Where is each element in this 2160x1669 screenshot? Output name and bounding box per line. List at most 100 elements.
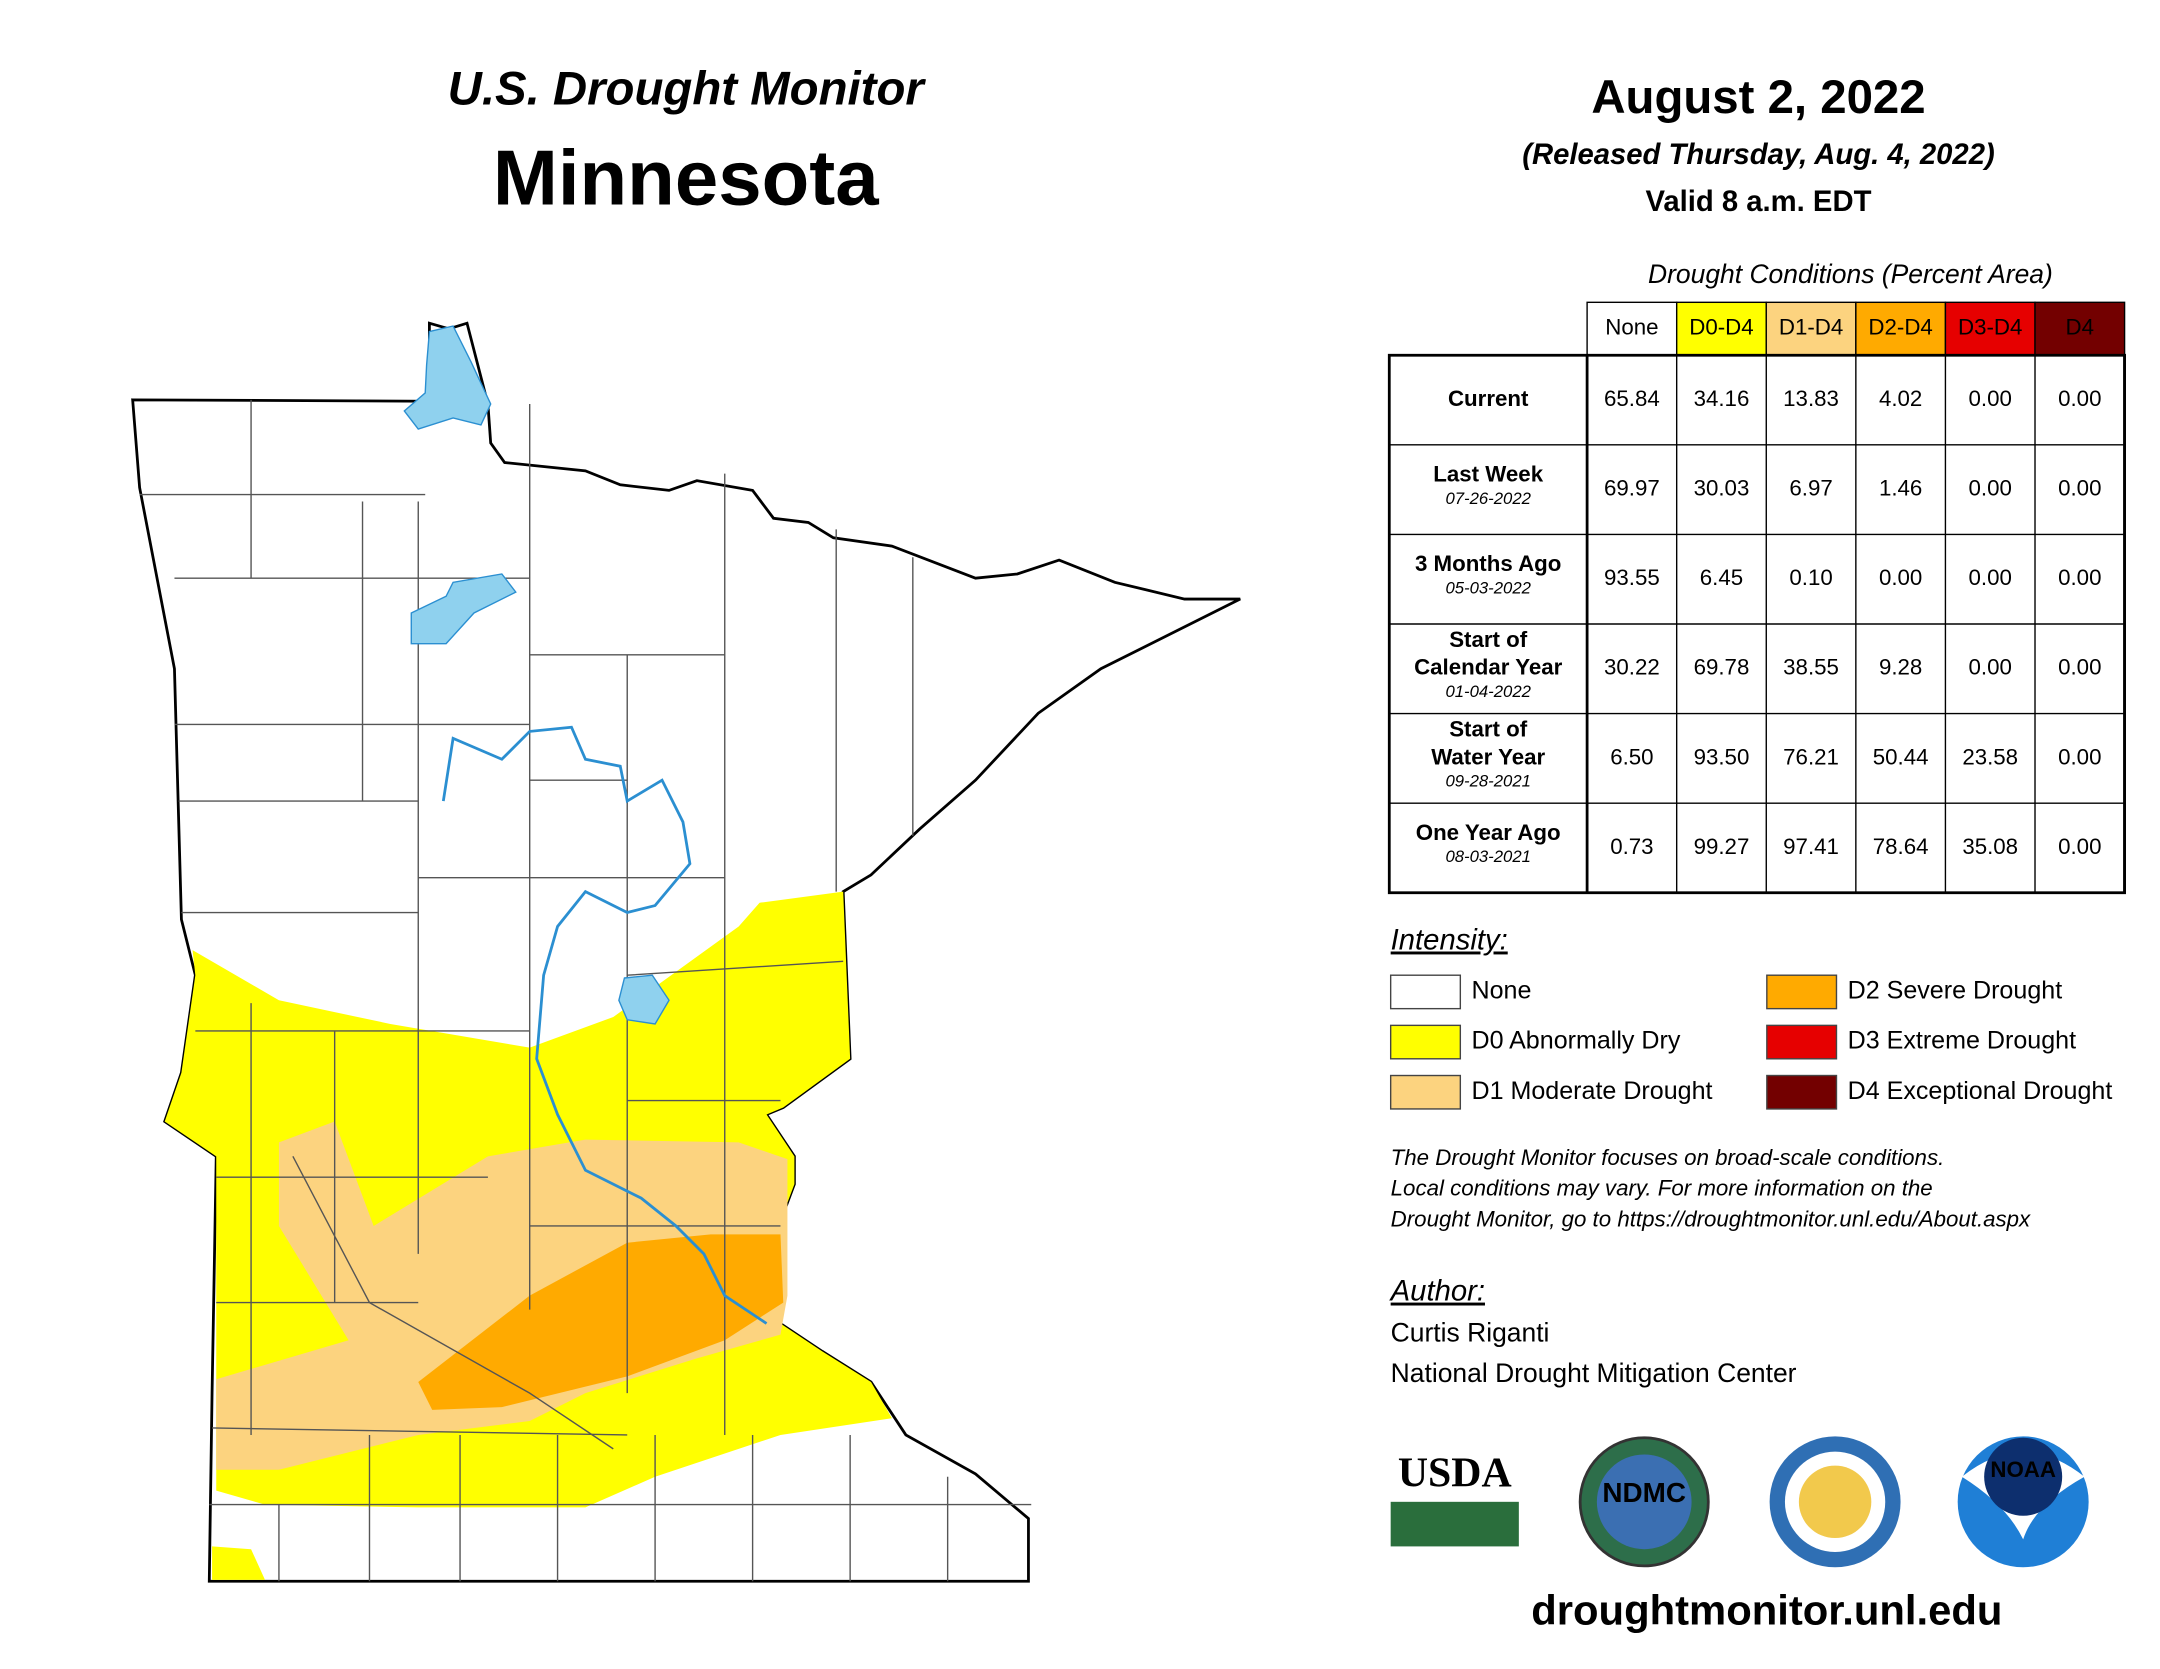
legend-label: D4 Exceptional Drought: [1848, 1077, 2113, 1105]
program-title: U.S. Drought Monitor: [448, 62, 927, 115]
logo-text: NDMC: [1602, 1477, 1686, 1508]
cell-value: 13.83: [1783, 386, 1839, 411]
row-date: 09-28-2021: [1445, 771, 1530, 790]
legend-label: D2 Severe Drought: [1848, 977, 2063, 1005]
row-date: 08-03-2021: [1445, 847, 1530, 866]
column-header: D2-D4: [1868, 315, 1932, 340]
row-label: One Year Ago: [1416, 820, 1561, 845]
cell-value: 0.00: [2058, 834, 2101, 859]
county-lines: [139, 399, 1032, 1582]
cell-value: 99.27: [1694, 834, 1750, 859]
cell-value: 0.00: [2058, 744, 2101, 769]
release-date: (Released Thursday, Aug. 4, 2022): [1522, 139, 1995, 171]
d0-area: [212, 1546, 266, 1580]
cell-value: 4.02: [1879, 386, 1922, 411]
row-label: 3 Months Ago: [1415, 551, 1561, 576]
river: [441, 725, 768, 1325]
note-line: The Drought Monitor focuses on broad-sca…: [1391, 1145, 1945, 1170]
cell-value: 0.00: [2058, 565, 2101, 590]
column-header-cell: [1586, 301, 1678, 356]
cell-value: 97.41: [1783, 834, 1839, 859]
column-header-cell: [1765, 301, 1857, 356]
site-url: droughtmonitor.unl.edu: [1531, 1586, 2002, 1633]
cell-value: 6.97: [1789, 476, 1832, 501]
cell-value: 0.10: [1789, 565, 1832, 590]
lakes: [403, 325, 670, 1025]
noaa-logo-top: [1984, 1437, 2063, 1516]
cell-value: 9.28: [1879, 655, 1922, 680]
commerce-logo-core: [1798, 1465, 1872, 1539]
ndmc-logo-inner: [1596, 1454, 1692, 1550]
cell-value: 93.55: [1604, 565, 1660, 590]
valid-time: Valid 8 a.m. EDT: [1645, 186, 1871, 218]
legend-label: D0 Abnormally Dry: [1471, 1027, 1680, 1055]
author-line: National Drought Mitigation Center: [1391, 1358, 1797, 1388]
cell-value: 23.58: [1962, 744, 2018, 769]
cell-value: 76.21: [1783, 744, 1839, 769]
logo-text: NOAA: [1990, 1457, 2056, 1482]
note-line: Local conditions may vary. For more info…: [1391, 1176, 1933, 1201]
d2-area: [418, 1234, 784, 1410]
logo-text: USDA: [1398, 1450, 1512, 1496]
legend-title: Intensity:: [1391, 925, 1508, 957]
cell-value: 0.00: [1969, 386, 2012, 411]
legend-label: D1 Moderate Drought: [1471, 1077, 1712, 1105]
cell-value: 6.45: [1700, 565, 1743, 590]
legend-swatch: [1766, 1074, 1838, 1110]
usda-logo-band: [1390, 1501, 1519, 1547]
map-date: August 2, 2022: [1591, 71, 1925, 124]
column-header: D3-D4: [1958, 315, 2022, 340]
note-line: Drought Monitor, go to https://droughtmo…: [1391, 1206, 2031, 1231]
row-label: Current: [1448, 386, 1529, 411]
column-header: None: [1605, 315, 1658, 340]
row-label: Water Year: [1431, 744, 1545, 769]
legend-label: None: [1471, 977, 1531, 1005]
row-label: Last Week: [1433, 462, 1543, 487]
legend-swatch: [1389, 1024, 1462, 1060]
cell-value: 0.00: [2058, 476, 2101, 501]
cell-value: 0.00: [1969, 655, 2012, 680]
column-header: D0-D4: [1689, 315, 1753, 340]
column-header-cell: [2034, 301, 2126, 356]
cell-value: 6.50: [1610, 744, 1653, 769]
legend-swatch: [1766, 974, 1838, 1010]
legend-label: D3 Extreme Drought: [1848, 1027, 2076, 1055]
cell-value: 93.50: [1694, 744, 1750, 769]
d1-area: [216, 1121, 788, 1470]
author-title: Author:: [1389, 1276, 1485, 1308]
cell-value: 69.97: [1604, 476, 1660, 501]
cell-value: 0.00: [2058, 655, 2101, 680]
cell-value: 30.03: [1694, 476, 1750, 501]
legend-swatch: [1389, 974, 1462, 1010]
legend-swatch: [1389, 1074, 1462, 1110]
cell-value: 0.00: [1969, 476, 2012, 501]
cell-value: 50.44: [1873, 744, 1929, 769]
row-label: Start of: [1449, 716, 1528, 741]
cell-value: 0.00: [1969, 565, 2012, 590]
cell-value: 30.22: [1604, 655, 1660, 680]
map: [131, 321, 1241, 1583]
column-header: D1-D4: [1779, 315, 1843, 340]
column-header: D4: [2066, 315, 2094, 340]
cell-value: 69.78: [1694, 655, 1750, 680]
row-date: 01-04-2022: [1445, 682, 1531, 701]
state-title: Minnesota: [493, 134, 879, 222]
row-date: 07-26-2022: [1445, 489, 1531, 508]
cell-value: 34.16: [1694, 386, 1750, 411]
cell-value: 1.46: [1879, 476, 1922, 501]
row-label: Start of: [1449, 627, 1528, 652]
cell-value: 0.73: [1610, 834, 1653, 859]
cell-value: 35.08: [1962, 834, 2018, 859]
cell-value: 0.00: [2058, 386, 2101, 411]
column-header-cell: [1944, 301, 2036, 356]
cell-value: 65.84: [1604, 386, 1660, 411]
row-label: Calendar Year: [1414, 655, 1563, 680]
cell-value: 38.55: [1783, 655, 1839, 680]
legend-swatch: [1766, 1024, 1838, 1060]
cell-value: 78.64: [1873, 834, 1929, 859]
row-date: 05-03-2022: [1445, 578, 1531, 597]
table-caption: Drought Conditions (Percent Area): [1648, 259, 2053, 289]
cell-value: 0.00: [1879, 565, 1922, 590]
